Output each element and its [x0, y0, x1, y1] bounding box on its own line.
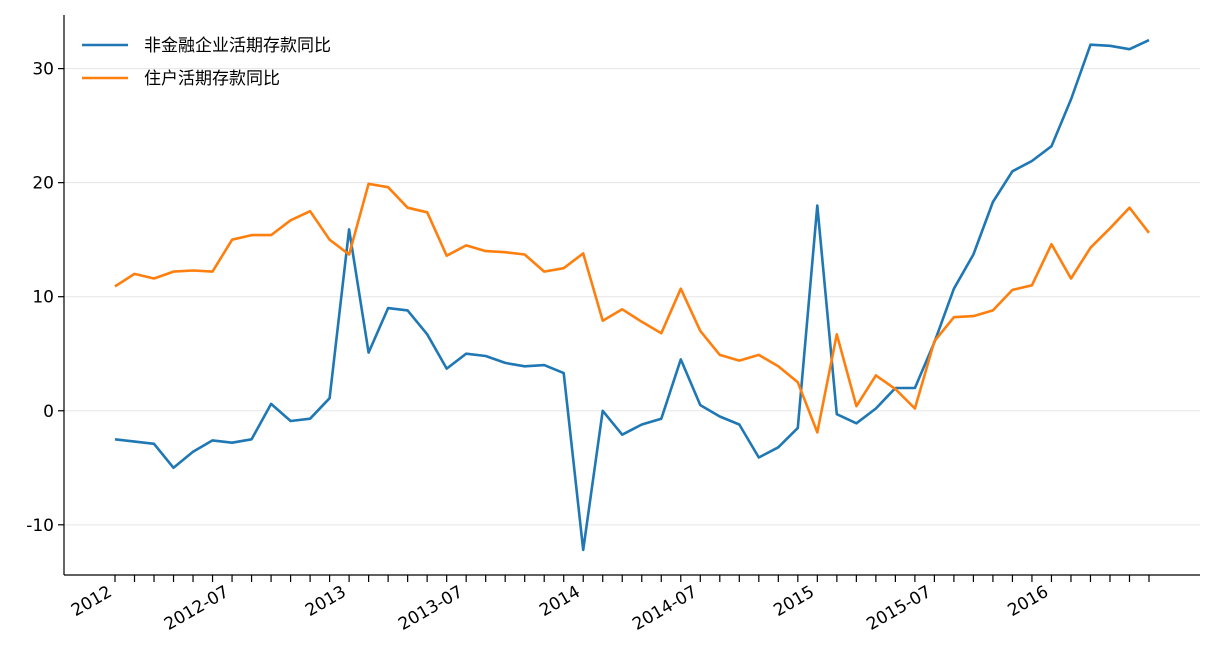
x-tick-label: 2012-07	[161, 582, 233, 635]
x-tick-label: 2013	[302, 582, 349, 621]
y-tick-label: -10	[26, 516, 54, 536]
x-tick-label: 2015	[770, 582, 817, 621]
y-tick-label: 30	[32, 60, 54, 80]
x-tick-label: 2012	[68, 582, 115, 621]
legend-label: 住户活期存款同比	[144, 69, 280, 89]
legend-label: 非金融企业活期存款同比	[144, 36, 331, 56]
x-tick-label: 2015-07	[863, 582, 935, 635]
series-line	[114, 182, 1151, 434]
x-tick-label: 2016	[1004, 582, 1051, 621]
y-tick-label: 10	[32, 288, 54, 308]
y-tick-label: 20	[32, 174, 54, 194]
series-line	[114, 38, 1150, 552]
x-tick-label: 2014-07	[629, 582, 701, 635]
y-tick-label: 0	[43, 402, 54, 422]
x-tick-label: 2014	[536, 582, 583, 621]
x-tick-label: 2013-07	[395, 582, 467, 635]
